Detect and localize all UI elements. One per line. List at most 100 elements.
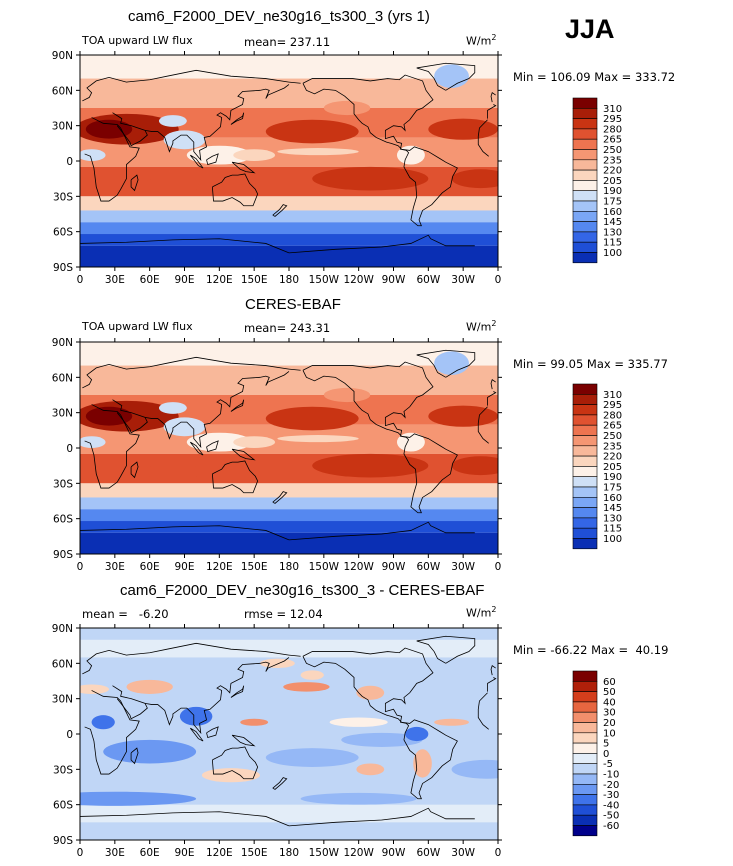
field-band-6 xyxy=(80,497,498,510)
field-blob-19 xyxy=(91,715,115,730)
x-tick-label: 30W xyxy=(451,847,475,859)
field-blob-22 xyxy=(277,148,359,156)
y-tick-label: 60N xyxy=(52,85,73,97)
colorbar-1-box xyxy=(572,169,598,181)
field-band-7 xyxy=(80,509,498,522)
colorbar-1-box xyxy=(572,180,598,191)
coastline-5 xyxy=(302,361,458,514)
panel-1-title: cam6_F2000_DEV_ne30g16_ts300_3 (yrs 1) xyxy=(128,8,430,25)
y-tick-label: 30N xyxy=(52,694,73,706)
colorbar-1-label: 205 xyxy=(603,176,622,187)
x-tick-label: 60E xyxy=(140,274,160,286)
y-tick-label: 0 xyxy=(66,729,73,741)
coastline-12 xyxy=(189,727,204,742)
coastline-10 xyxy=(230,112,245,125)
colorbar-3-label: -10 xyxy=(603,770,619,781)
y-tick-label: 60N xyxy=(52,658,73,670)
y-tick-label: 30S xyxy=(53,478,73,490)
x-tick-label: 150W xyxy=(309,561,340,573)
coastline-13 xyxy=(206,440,219,453)
field-band-5 xyxy=(80,196,498,211)
colorbar-2-label: 265 xyxy=(603,421,622,432)
panel-2-title: CERES-EBAF xyxy=(245,296,341,313)
field-band-5 xyxy=(80,483,498,498)
colorbar-1-box xyxy=(572,149,598,161)
colorbar-1-label: 130 xyxy=(603,227,622,238)
panel-3-field xyxy=(80,628,498,840)
coastline-12 xyxy=(189,154,204,169)
colorbar-2-box xyxy=(572,538,598,550)
panel-1-units: W/m2 xyxy=(466,33,497,48)
coastline-14 xyxy=(231,448,256,461)
field-blob-11 xyxy=(85,119,133,139)
panel-2-mean: mean= 243.31 xyxy=(244,321,331,335)
colorbar-2-label: 100 xyxy=(603,534,622,545)
field-blob-21 xyxy=(396,145,425,165)
x-tick-label: 120W xyxy=(343,561,374,573)
colorbar-1-box xyxy=(572,211,598,222)
colorbar-3-box xyxy=(572,670,598,682)
x-tick-label: 30E xyxy=(105,561,125,573)
x-tick-label: 120E xyxy=(206,274,233,286)
field-blob-23 xyxy=(259,658,295,669)
colorbar-2-label: 145 xyxy=(603,503,622,514)
colorbar-1-box xyxy=(572,221,598,233)
field-blob-21 xyxy=(396,432,425,452)
field-band-1 xyxy=(80,365,498,395)
colorbar-3-label: -40 xyxy=(603,800,619,811)
panel-1-field xyxy=(80,55,498,267)
x-tick-label: 150E xyxy=(241,561,268,573)
colorbar-1-box xyxy=(572,108,598,119)
field-blob-20 xyxy=(405,726,429,742)
colorbar-3-label: 50 xyxy=(603,687,616,698)
colorbar-2-label: 160 xyxy=(603,493,622,504)
colorbar-2-label: 205 xyxy=(603,462,622,473)
x-tick-label: 120W xyxy=(343,274,374,286)
field-blob-25 xyxy=(323,100,371,116)
x-tick-label: 150E xyxy=(241,847,268,859)
field-blob-19 xyxy=(186,145,252,165)
coastline-14 xyxy=(231,161,256,174)
colorbar-3-box xyxy=(572,794,598,806)
field-blob-7 xyxy=(80,791,197,806)
field-blob-10 xyxy=(413,749,432,778)
field-blob-8 xyxy=(300,792,417,805)
field-blob-15 xyxy=(451,169,498,189)
colorbar-2-label: 235 xyxy=(603,441,622,452)
coastline-11 xyxy=(130,747,139,765)
colorbar-3-box xyxy=(572,691,598,703)
field-band-8 xyxy=(80,521,498,533)
field-band-7 xyxy=(80,222,498,235)
coastline-0 xyxy=(84,690,489,775)
colorbar-2-box xyxy=(572,393,598,405)
colorbar-3-label: 5 xyxy=(603,739,609,750)
y-tick-label: 60S xyxy=(53,227,73,239)
coastline-9 xyxy=(490,379,496,390)
colorbar-1-label: 100 xyxy=(603,248,622,259)
field-band-2 xyxy=(80,639,498,658)
x-tick-label: 150W xyxy=(309,847,340,859)
field-blob-14 xyxy=(283,682,330,692)
field-blob-14 xyxy=(312,453,429,478)
y-tick-label: 30N xyxy=(52,121,73,133)
field-blob-24 xyxy=(434,351,469,375)
x-tick-label: 90W xyxy=(382,274,406,286)
colorbar-1-box xyxy=(572,252,598,264)
field-blob-19 xyxy=(186,432,252,452)
coastline-9 xyxy=(490,92,496,103)
field-blob-14 xyxy=(312,166,429,191)
y-tick-label: 0 xyxy=(66,443,73,455)
colorbar-1-box xyxy=(572,128,598,140)
field-blob-23 xyxy=(158,115,187,127)
x-tick-label: 180 xyxy=(279,561,299,573)
field-blob-16 xyxy=(143,463,202,480)
coastline-4 xyxy=(144,84,290,162)
panel-2-field xyxy=(80,342,498,554)
panel-1-variable-label: TOA upward LW flux xyxy=(82,34,193,47)
x-tick-label: 120W xyxy=(343,847,374,859)
colorbar-1-label: 220 xyxy=(603,166,622,177)
panel-2-units: W/m2 xyxy=(466,319,497,334)
colorbar-3-box xyxy=(572,773,598,785)
colorbar-3-label: -60 xyxy=(603,821,619,832)
coastline-9 xyxy=(490,665,496,676)
